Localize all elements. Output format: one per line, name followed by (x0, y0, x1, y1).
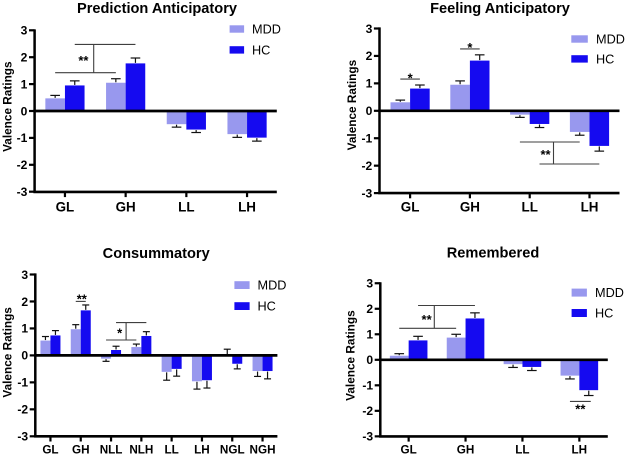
svg-text:LH: LH (572, 444, 588, 456)
svg-text:3: 3 (366, 277, 373, 291)
svg-text:-1: -1 (17, 376, 28, 390)
svg-text:*: * (408, 70, 414, 85)
svg-text:LH: LH (194, 443, 210, 456)
svg-text:HC: HC (258, 300, 276, 314)
svg-text:GL: GL (401, 200, 420, 215)
svg-text:LL: LL (165, 443, 179, 456)
svg-text:GL: GL (56, 199, 75, 214)
svg-text:0: 0 (366, 104, 373, 118)
svg-text:NGL: NGL (220, 443, 245, 456)
svg-text:MDD: MDD (596, 33, 625, 47)
svg-text:Feeling Anticipatory: Feeling Anticipatory (430, 1, 571, 17)
svg-text:Valence Ratings: Valence Ratings (344, 310, 358, 401)
svg-text:GH: GH (460, 200, 480, 215)
svg-text:GH: GH (72, 443, 90, 456)
svg-text:-1: -1 (362, 379, 373, 393)
svg-text:2: 2 (21, 295, 28, 309)
svg-text:-3: -3 (17, 185, 28, 199)
svg-text:MDD: MDD (595, 286, 624, 300)
svg-text:HC: HC (596, 53, 614, 67)
svg-text:2: 2 (366, 302, 373, 316)
svg-text:1: 1 (21, 322, 28, 336)
svg-text:3: 3 (21, 24, 28, 38)
svg-text:NLH: NLH (129, 443, 153, 456)
svg-text:GL: GL (42, 443, 58, 456)
svg-text:*: * (467, 40, 473, 55)
svg-text:-2: -2 (17, 403, 28, 417)
svg-text:Remembered: Remembered (447, 245, 539, 261)
svg-text:**: ** (540, 147, 551, 162)
svg-text:-1: -1 (362, 132, 373, 146)
svg-text:**: ** (77, 292, 88, 307)
svg-text:**: ** (422, 312, 433, 327)
svg-text:-3: -3 (362, 430, 373, 444)
svg-text:-3: -3 (362, 186, 373, 200)
svg-text:-3: -3 (17, 430, 28, 444)
svg-text:1: 1 (366, 328, 373, 342)
svg-text:2: 2 (21, 51, 28, 65)
svg-text:3: 3 (366, 22, 373, 36)
svg-text:NGH: NGH (250, 443, 276, 456)
svg-text:-1: -1 (17, 131, 28, 145)
svg-text:Prediction Anticipatory: Prediction Anticipatory (77, 1, 238, 17)
svg-text:LL: LL (522, 200, 538, 215)
svg-text:*: * (117, 326, 123, 341)
svg-text:**: ** (575, 401, 586, 416)
svg-text:LH: LH (581, 200, 599, 215)
svg-text:GL: GL (401, 444, 417, 456)
svg-text:3: 3 (21, 268, 28, 282)
svg-text:MDD: MDD (252, 23, 281, 37)
svg-text:HC: HC (252, 44, 270, 58)
svg-text:MDD: MDD (258, 279, 287, 293)
svg-text:LL: LL (515, 444, 529, 456)
svg-text:GH: GH (457, 444, 475, 456)
svg-text:Valence Ratings: Valence Ratings (1, 61, 15, 152)
svg-text:LL: LL (178, 199, 194, 214)
svg-text:-2: -2 (362, 404, 373, 418)
svg-text:LH: LH (238, 199, 256, 214)
svg-text:Valence Ratings: Valence Ratings (1, 307, 15, 398)
svg-text:1: 1 (21, 77, 28, 91)
svg-text:GH: GH (116, 199, 136, 214)
svg-text:Consummatory: Consummatory (103, 246, 211, 262)
svg-text:**: ** (78, 53, 89, 68)
svg-text:2: 2 (366, 49, 373, 63)
svg-text:NLL: NLL (100, 443, 123, 456)
svg-text:Valence Ratings: Valence Ratings (345, 59, 359, 150)
svg-text:HC: HC (595, 307, 613, 321)
svg-text:0: 0 (21, 104, 28, 118)
svg-text:0: 0 (366, 353, 373, 367)
svg-text:1: 1 (366, 77, 373, 91)
svg-text:0: 0 (21, 349, 28, 363)
svg-text:-2: -2 (17, 158, 28, 172)
svg-text:-2: -2 (362, 159, 373, 173)
